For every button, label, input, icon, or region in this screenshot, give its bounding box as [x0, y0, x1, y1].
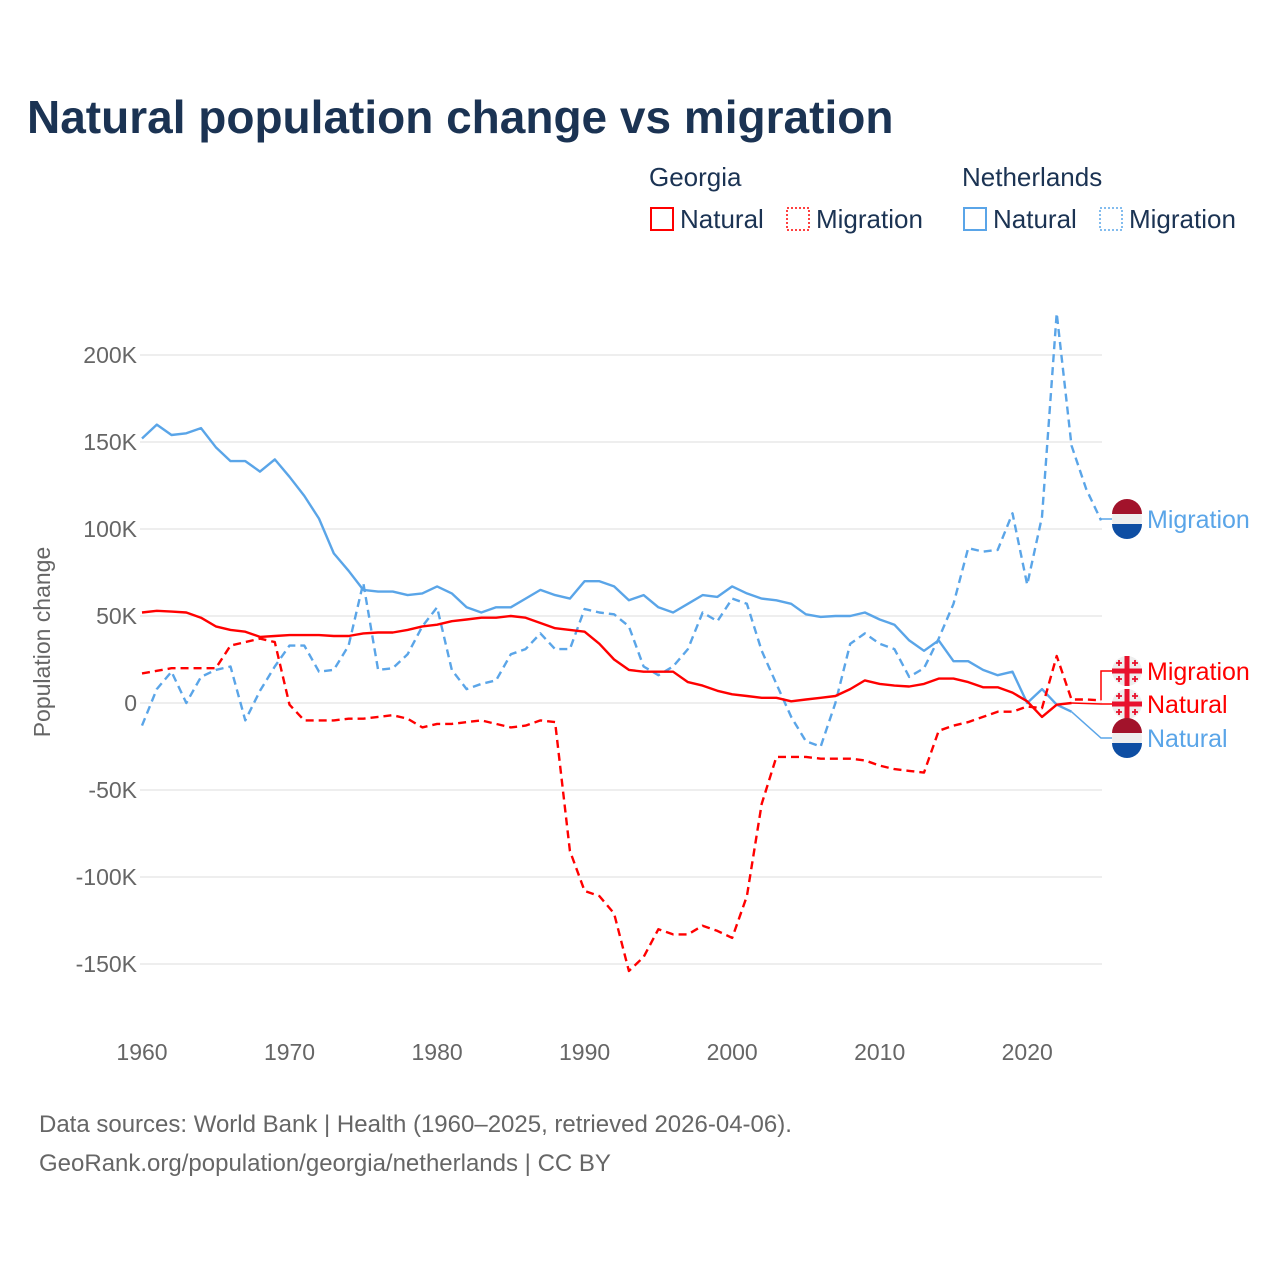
source-line-1: Data sources: World Bank | Health (1960–…	[39, 1111, 792, 1138]
legend-group-netherlands: Netherlands	[962, 162, 1102, 192]
x-axis-ticks: 1960 1970 1980 1990 2000 2010 2020	[116, 1039, 1052, 1065]
series-netherlands-migration	[140, 312, 1103, 748]
y-tick-label: 200K	[83, 342, 137, 368]
y-tick-label: -150K	[76, 951, 138, 977]
flag-red-band	[1112, 499, 1142, 514]
flag-small-cross	[1116, 676, 1122, 682]
x-tick-label: 1960	[116, 1039, 167, 1065]
legend-item-netherlands-natural[interactable]: Natural	[993, 204, 1077, 234]
netherlands-flag-icon	[1112, 499, 1142, 539]
x-tick-label: 2010	[854, 1039, 905, 1065]
x-tick-label: 1970	[264, 1039, 315, 1065]
series-georgia-natural	[141, 609, 1072, 719]
end-label-connector	[1100, 670, 1112, 701]
flag-small-cross	[1116, 709, 1122, 715]
end-label-text: Migration	[1147, 658, 1250, 686]
series-georgia-migration	[141, 637, 1102, 973]
legend-item-georgia-natural[interactable]: Natural	[680, 204, 764, 234]
legend-swatch-netherlands-natural	[963, 207, 987, 231]
flag-small-cross	[1132, 693, 1138, 699]
x-tick-label: 1980	[411, 1039, 462, 1065]
y-tick-label: 50K	[96, 603, 138, 629]
flag-cross-h	[1112, 668, 1142, 674]
flag-blue-band	[1112, 524, 1142, 539]
source-line-2[interactable]: GeoRank.org/population/georgia/netherlan…	[39, 1150, 611, 1177]
netherlands-flag-icon	[1112, 718, 1142, 758]
y-tick-label: -100K	[76, 864, 138, 890]
georgia-flag-icon	[1112, 656, 1142, 686]
flag-blue-band	[1112, 743, 1142, 758]
end-labels: Migration Migration Natural Natural	[1070, 499, 1250, 758]
y-tick-label: 150K	[83, 429, 137, 455]
flag-small-cross	[1116, 660, 1122, 666]
x-tick-label: 2020	[1002, 1039, 1053, 1065]
flag-small-cross	[1132, 676, 1138, 682]
series-netherlands-natural	[141, 423, 1073, 713]
y-axis-label: Population change	[29, 547, 55, 738]
end-label-connector	[1100, 518, 1112, 521]
y-tick-label: 0	[124, 690, 137, 716]
x-tick-label: 1990	[559, 1039, 610, 1065]
legend-swatch-netherlands-migration	[1099, 207, 1123, 231]
y-tick-label: 100K	[83, 516, 137, 542]
flag-cross-h	[1112, 701, 1142, 707]
legend-item-netherlands-migration[interactable]: Migration	[1129, 204, 1236, 234]
flag-small-cross	[1132, 660, 1138, 666]
legend-group-georgia: Georgia	[649, 162, 742, 192]
legend-swatch-georgia-natural	[650, 207, 674, 231]
end-label-connector	[1071, 702, 1112, 705]
flag-small-cross	[1116, 693, 1122, 699]
end-label-text: Natural	[1147, 725, 1228, 753]
x-tick-label: 2000	[707, 1039, 758, 1065]
legend: Georgia Natural Migration Netherlands Na…	[649, 162, 1236, 234]
chart-title: Natural population change vs migration	[27, 91, 893, 143]
end-label-text: Migration	[1147, 506, 1250, 534]
y-axis-ticks: 200K 150K 100K 50K 0 -50K -100K -150K	[76, 342, 138, 977]
gridlines	[140, 354, 1102, 965]
legend-item-georgia-migration[interactable]: Migration	[816, 204, 923, 234]
end-label-text: Natural	[1147, 691, 1228, 719]
flag-small-cross	[1132, 709, 1138, 715]
end-label-connector	[1070, 711, 1112, 739]
legend-swatch-georgia-migration	[786, 207, 810, 231]
series-lines	[140, 312, 1103, 973]
flag-red-band	[1112, 718, 1142, 733]
y-tick-label: -50K	[88, 777, 137, 803]
georgia-flag-icon	[1112, 689, 1142, 719]
